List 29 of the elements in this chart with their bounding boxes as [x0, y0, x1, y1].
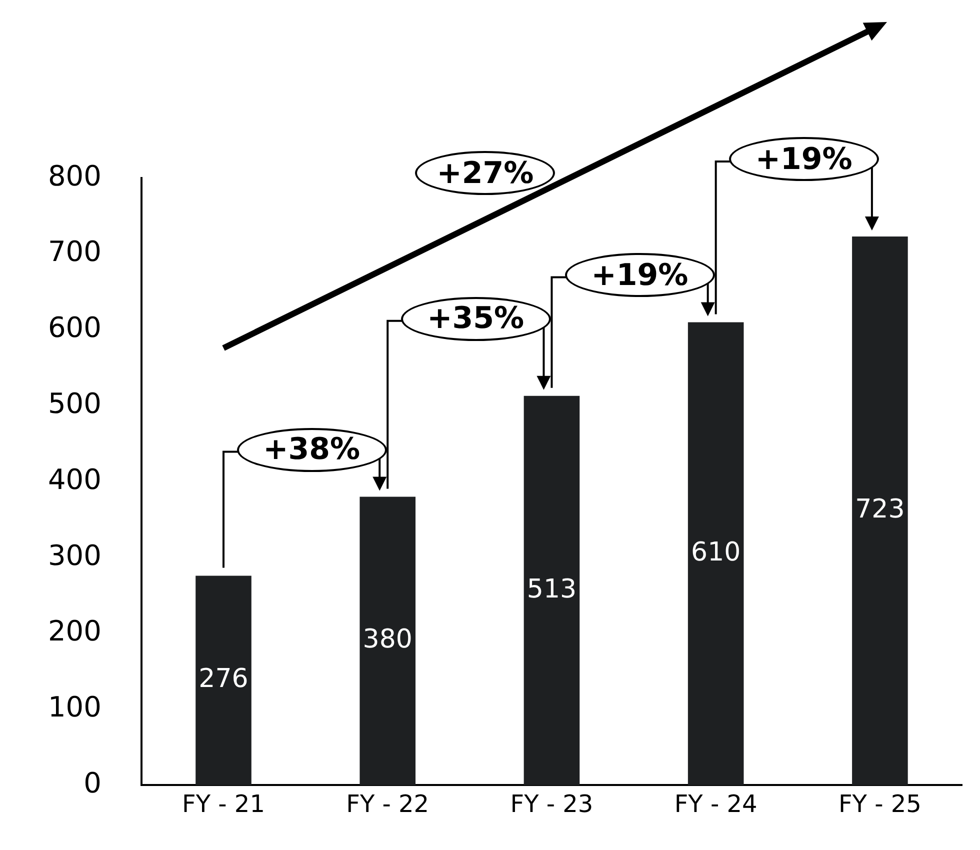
data-label: 276	[198, 664, 248, 694]
x-tick-label: FY - 24	[674, 790, 758, 818]
y-tick-label: 200	[48, 614, 102, 648]
data-label: 513	[526, 574, 577, 604]
bar	[524, 396, 580, 786]
data-label: 380	[362, 624, 412, 655]
y-tick-label: 500	[48, 386, 102, 420]
annotation: +27%	[415, 151, 556, 195]
y-tick-label: 700	[48, 235, 102, 268]
x-tick-label: FY - 25	[838, 790, 922, 818]
data-label: 723	[855, 494, 905, 525]
data-label: 610	[691, 537, 741, 568]
annotation: +35%	[400, 296, 551, 341]
x-tick-label: FY - 23	[510, 790, 594, 818]
annotation: +38%	[236, 428, 387, 472]
y-tick-label: 400	[48, 462, 102, 496]
y-tick-label: 600	[48, 311, 102, 344]
bar	[852, 236, 908, 786]
y-tick-label: 800	[48, 159, 102, 192]
annotation: +19%	[564, 253, 715, 298]
y-tick-label: 300	[48, 538, 102, 572]
y-tick-label: 100	[48, 690, 102, 724]
bar	[196, 576, 252, 786]
y-tick-label: 0	[84, 766, 102, 800]
bar	[360, 496, 416, 786]
x-tick-label: FY - 22	[346, 790, 430, 818]
bar	[688, 322, 744, 786]
text: +19%	[728, 137, 879, 182]
x-tick-label: FY - 21	[182, 790, 265, 818]
